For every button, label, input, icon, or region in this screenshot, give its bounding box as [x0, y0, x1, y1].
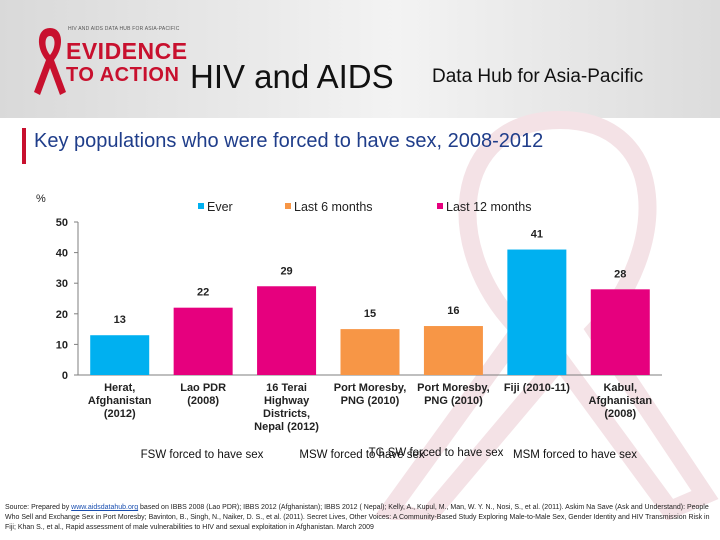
- group-label: TG SW forced to have sex: [369, 447, 504, 459]
- footnote-body: based on IBBS 2008 (Lao PDR); IBBS 2012 …: [5, 504, 710, 531]
- bar-value-label: 22: [197, 287, 209, 299]
- category-label-line: Kabul,: [603, 382, 637, 394]
- title-accent-bar: [22, 128, 26, 164]
- aidsdatahub-link[interactable]: www.aidsdatahub.org: [71, 504, 139, 511]
- category-label-line: Highway: [264, 395, 310, 407]
- legend-swatch: [285, 203, 291, 209]
- logo-caption: HIV AND AIDS DATA HUB FOR ASIA-PACIFIC: [68, 26, 180, 32]
- category-label-line: PNG (2010): [424, 395, 483, 407]
- legend-label: Last 6 months: [294, 200, 373, 214]
- aids-ribbon-icon: [34, 28, 66, 95]
- footnote-prefix: Source: Prepared by: [5, 504, 72, 511]
- logo-text-to-action: TO ACTION: [66, 64, 180, 86]
- y-tick-label: 20: [56, 309, 68, 321]
- category-label-line: Districts,: [263, 408, 310, 420]
- category-label: Herat, Afghanistan (2012): [88, 382, 152, 420]
- legend-swatch: [198, 203, 204, 209]
- bar-value-label: 13: [114, 314, 126, 326]
- bar-value-label: 28: [614, 268, 626, 280]
- y-axis-label: %: [36, 193, 46, 205]
- category-label-line: (2008): [187, 395, 219, 407]
- bar-value-label: 15: [364, 308, 376, 320]
- category-label-line: Fiji (2010-11): [504, 382, 570, 394]
- category-label: 16 Terai Highway Districts, Nepal (2012): [254, 382, 319, 433]
- bar: [423, 326, 483, 375]
- category-label: Port Moresby, PNG (2010): [334, 382, 407, 407]
- category-label-line: PNG (2010): [341, 395, 400, 407]
- logo-text-evidence: EVIDENCE: [66, 38, 188, 64]
- bar-value-label: 29: [280, 265, 292, 277]
- bar: [257, 286, 317, 375]
- legend-label: Last 12 months: [446, 200, 531, 214]
- bar: [590, 289, 650, 375]
- category-label-line: Lao PDR: [180, 382, 226, 394]
- category-label: Kabul, Afghanistan (2008): [589, 382, 653, 420]
- y-tick-label: 10: [56, 339, 68, 351]
- y-tick-label: 40: [56, 248, 68, 260]
- bar: [340, 329, 400, 375]
- category-label: Lao PDR (2008): [180, 382, 226, 407]
- bar: [507, 249, 567, 375]
- group-label: MSM forced to have sex: [513, 449, 637, 461]
- category-label-line: Herat,: [104, 382, 135, 394]
- header-banner: HIV AND AIDS DATA HUB FOR ASIA-PACIFIC E…: [0, 0, 720, 118]
- category-label: Port Moresby, PNG (2010): [417, 382, 490, 407]
- group-label: FSW forced to have sex: [141, 449, 264, 461]
- category-label-line: 16 Terai: [266, 382, 307, 394]
- bar: [90, 335, 150, 375]
- category-label-line: Nepal (2012): [254, 421, 319, 433]
- category-label-line: Port Moresby,: [417, 382, 490, 394]
- legend-swatch: [437, 203, 443, 209]
- category-label-line: Afghanistan: [88, 395, 152, 407]
- bar-chart: 0 10 20 30 40 50% Ever Last 6 months Last 12 mon…: [36, 193, 662, 461]
- chart-title: Key populations who were forced to have …: [34, 130, 544, 152]
- category-label-line: Port Moresby,: [334, 382, 407, 394]
- y-tick-label: 30: [56, 278, 68, 290]
- header-subtitle: Data Hub for Asia-Pacific: [432, 66, 644, 87]
- category-label-line: (2008): [604, 408, 636, 420]
- bar-value-label: 41: [531, 229, 543, 241]
- legend-label: Ever: [207, 200, 233, 214]
- header-title: HIV and AIDS: [190, 58, 394, 95]
- bar-value-label: 16: [447, 305, 459, 317]
- category-label-line: (2012): [104, 408, 136, 420]
- group-label: MSW forced to have sex: [299, 449, 425, 461]
- source-footnote: Source: Prepared by www.aidsdatahub.org …: [5, 503, 717, 533]
- y-tick-label: 0: [62, 370, 68, 382]
- bar: [173, 307, 233, 375]
- category-label: Fiji (2010-11): [504, 382, 570, 394]
- category-label-line: Afghanistan: [589, 395, 653, 407]
- y-tick-label: 50: [56, 217, 68, 229]
